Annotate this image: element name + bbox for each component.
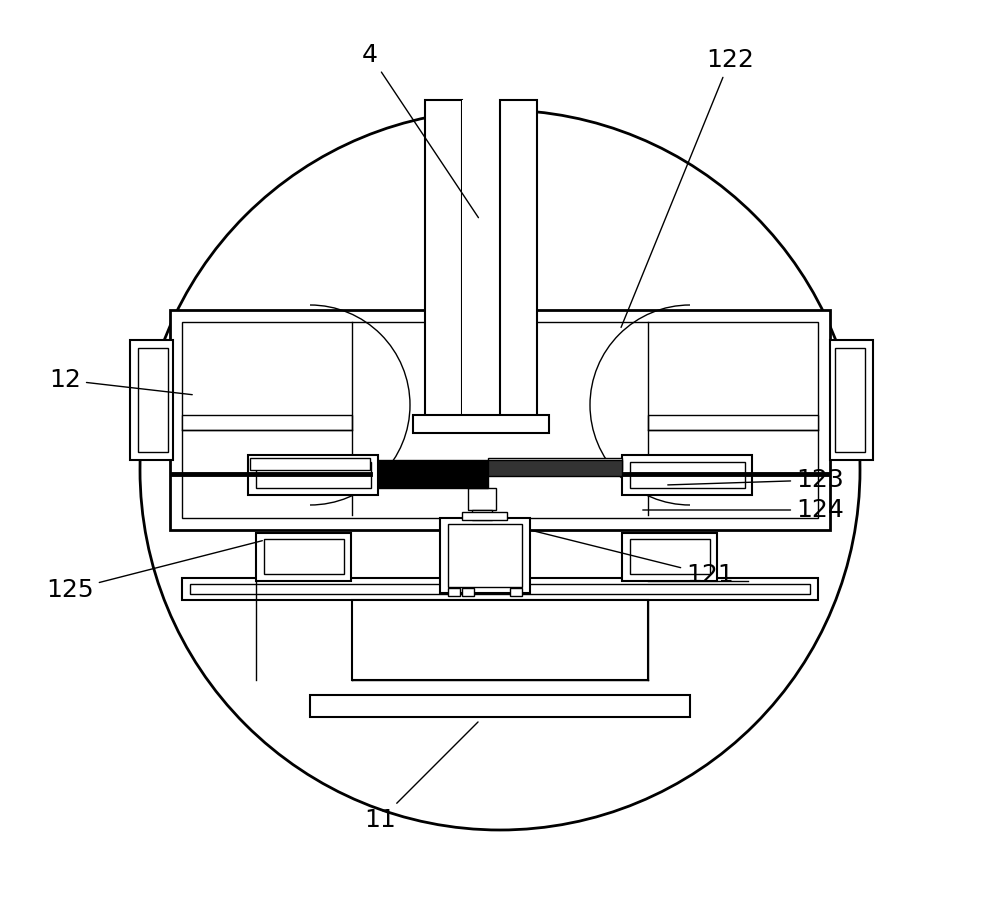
Bar (256, 462, 371, 488)
Text: 12: 12 (49, 368, 192, 395)
Bar (488, 460, 622, 476)
Bar (500, 100, 537, 430)
Text: 124: 124 (643, 498, 844, 522)
Text: 122: 122 (621, 48, 754, 328)
Bar (182, 578, 818, 600)
Bar (468, 488, 496, 510)
Bar (462, 100, 500, 430)
Text: 121: 121 (533, 531, 734, 587)
Text: 4: 4 (362, 43, 478, 218)
Bar (448, 588, 460, 596)
Bar (250, 458, 370, 470)
Bar (622, 455, 752, 495)
Bar (413, 415, 549, 433)
Bar (448, 524, 522, 587)
Bar (352, 600, 648, 680)
Bar (648, 415, 818, 430)
Bar (830, 340, 873, 460)
Bar (510, 588, 522, 596)
Bar (378, 460, 488, 488)
Bar (835, 348, 865, 452)
Text: 11: 11 (364, 722, 478, 832)
Bar (472, 510, 492, 520)
Bar (462, 588, 474, 596)
Bar (630, 462, 745, 488)
Text: 125: 125 (46, 541, 262, 602)
Bar (130, 340, 173, 460)
Bar (182, 322, 818, 518)
Bar (488, 458, 622, 470)
Bar (190, 584, 810, 594)
Bar (310, 695, 690, 717)
Bar (256, 533, 351, 581)
Text: 123: 123 (668, 468, 844, 492)
Bar (440, 518, 530, 593)
Bar (138, 348, 168, 452)
Bar (248, 455, 378, 495)
Bar (170, 310, 830, 530)
Bar (425, 100, 462, 430)
Bar (630, 539, 710, 574)
Bar (462, 512, 507, 520)
Bar (622, 533, 717, 581)
Bar (264, 539, 344, 574)
Bar (182, 415, 352, 430)
